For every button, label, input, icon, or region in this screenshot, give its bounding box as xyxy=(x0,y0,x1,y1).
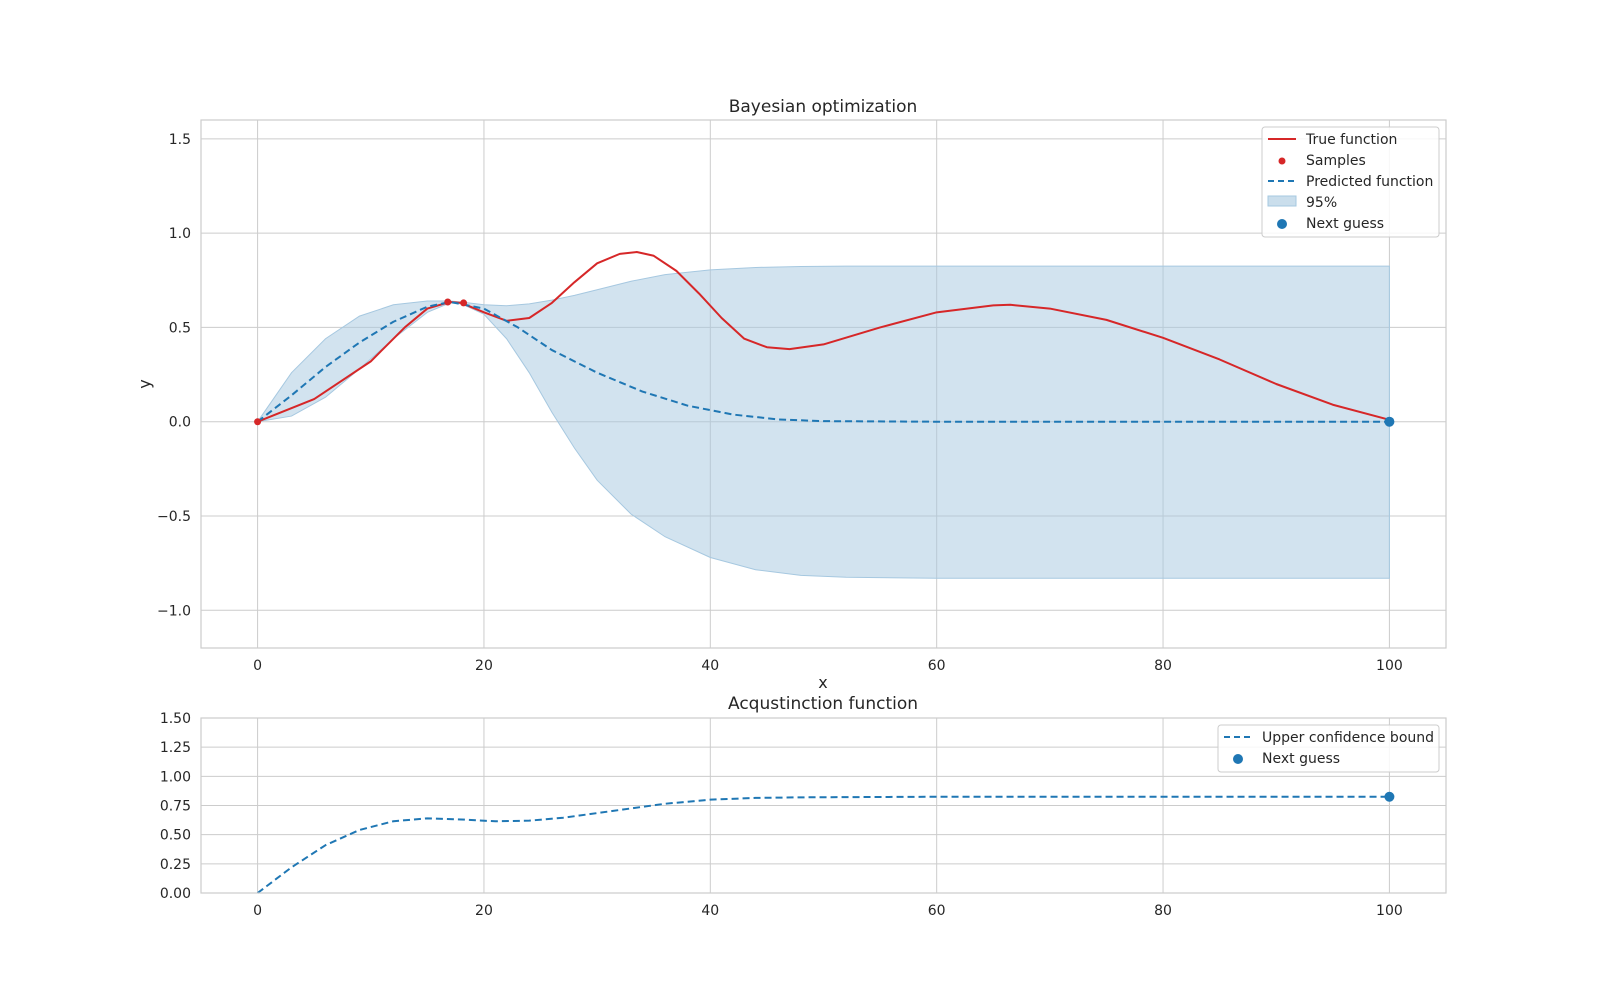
legend-label-next-guess: Next guess xyxy=(1262,751,1340,767)
legend-label-next-guess: Next guess xyxy=(1306,216,1384,232)
series-points xyxy=(254,298,1395,427)
legend-label-true-function: True function xyxy=(1305,132,1397,148)
y-tick-label: 0.25 xyxy=(160,857,191,873)
x-tick-label: 40 xyxy=(701,903,719,919)
point-next-guess xyxy=(1384,416,1395,427)
legend-box xyxy=(1261,126,1440,238)
point-next-guess xyxy=(1384,791,1395,802)
x-tick-labels: 0 20 40 60 80 100 xyxy=(253,903,1403,919)
legend-box xyxy=(1217,724,1440,773)
legend-marker-next-guess xyxy=(1233,754,1243,764)
plot-frame xyxy=(200,717,1447,894)
legend-marker-samples xyxy=(1278,157,1286,165)
y-tick-label: 1.25 xyxy=(160,740,191,756)
x-tick-label: 80 xyxy=(1154,658,1172,674)
x-tick-label: 0 xyxy=(253,658,262,674)
x-tick-labels: 0 20 40 60 80 100 xyxy=(253,658,1403,674)
legend-marker-95-percent xyxy=(1267,195,1297,207)
y-tick-label: 1.5 xyxy=(169,132,191,148)
legend: Upper confidence bound Next guess xyxy=(1217,724,1440,773)
point-samples xyxy=(444,298,452,306)
x-tick-label: 60 xyxy=(928,658,946,674)
y-tick-label: 1.50 xyxy=(160,711,191,727)
series-lines xyxy=(256,795,1390,894)
x-tick-label: 100 xyxy=(1376,658,1403,674)
x-tick-label: 60 xyxy=(928,903,946,919)
chart-title: Bayesian optimization xyxy=(729,97,918,117)
x-tick-label: 0 xyxy=(253,903,262,919)
chart-title: Acqustinction function xyxy=(728,694,918,714)
series-line-predicted-function xyxy=(256,300,1390,423)
y-tick-label: 1.00 xyxy=(160,769,191,785)
y-tick-label: −0.5 xyxy=(157,509,191,525)
series-points xyxy=(1384,791,1395,802)
legend-label-samples: Samples xyxy=(1306,153,1366,169)
y-tick-labels: 0.00 0.25 0.50 0.75 1.00 1.25 1.50 xyxy=(160,711,191,902)
series-line-upper-confidence-bound xyxy=(256,795,1390,894)
y-tick-label: 1.0 xyxy=(169,226,191,242)
bayesian-optimization-chart: Bayesian optimization 0 20 40 60 80 100 −1.0−… xyxy=(135,97,1447,692)
x-axis-label: x xyxy=(818,673,827,692)
x-tick-label: 80 xyxy=(1154,903,1172,919)
x-tick-label: 40 xyxy=(701,658,719,674)
legend-label-95-percent: 95% xyxy=(1306,195,1337,211)
series-lines xyxy=(256,251,1390,423)
x-tick-label: 20 xyxy=(475,658,493,674)
y-tick-label: 0.00 xyxy=(160,886,191,902)
point-samples xyxy=(254,418,262,426)
y-axis-label: y xyxy=(135,379,154,388)
y-tick-labels: −1.0 −0.5 0.0 0.5 1.0 1.5 xyxy=(157,132,191,619)
acquisition-function-chart: Acqustinction function 0 20 40 60 80 100 0.00… xyxy=(160,694,1447,919)
y-tick-label: 0.75 xyxy=(160,799,191,815)
x-tick-label: 20 xyxy=(475,903,493,919)
y-tick-label: 0.50 xyxy=(160,828,191,844)
legend-label-predicted-function: Predicted function xyxy=(1306,174,1433,190)
point-samples xyxy=(460,299,468,307)
y-tick-label: 0.0 xyxy=(169,415,191,431)
legend: True function Samples Predicted function… xyxy=(1261,126,1440,238)
y-tick-label: 0.5 xyxy=(169,320,191,336)
legend-label-upper-confidence-bound: Upper confidence bound xyxy=(1262,730,1434,746)
y-tick-label: −1.0 xyxy=(157,603,191,619)
x-tick-label: 100 xyxy=(1376,903,1403,919)
plot-frame xyxy=(200,119,1447,649)
legend-marker-next-guess xyxy=(1277,219,1287,229)
